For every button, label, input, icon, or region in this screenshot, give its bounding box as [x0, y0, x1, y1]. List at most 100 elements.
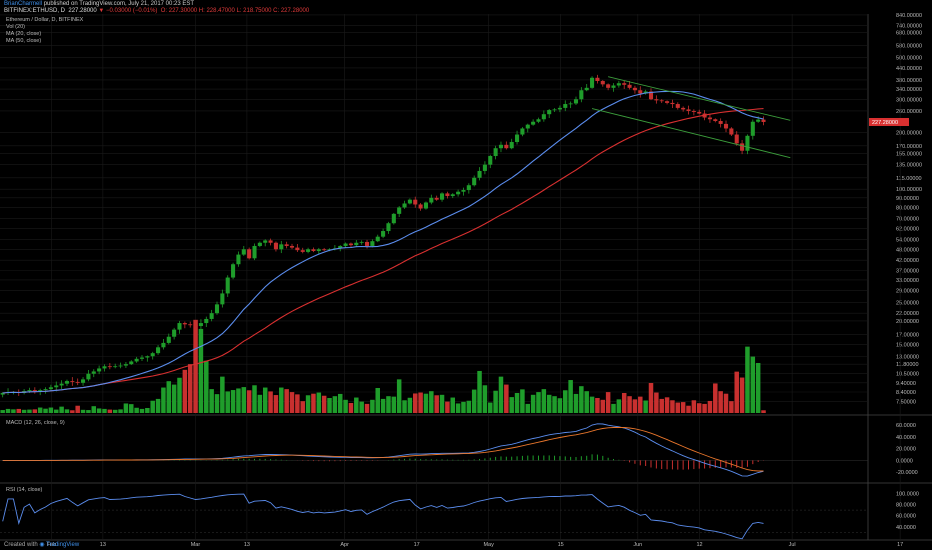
price-axis-label: 340.00000: [896, 87, 922, 93]
price-axis-label: 300.00000: [896, 97, 922, 103]
volume-bar: [761, 410, 766, 413]
price-axis-label: 500.00000: [896, 55, 922, 61]
candle-body: [386, 223, 391, 232]
candle-body: [263, 240, 268, 243]
candle-body: [729, 128, 734, 135]
candle-body: [423, 202, 428, 209]
volume-bar: [750, 356, 756, 413]
symbol-name[interactable]: BITFINEX:ETHUSD, D: [4, 8, 66, 14]
candle-body: [756, 119, 761, 122]
volume-bar: [241, 387, 247, 413]
price-axis-label: 380.00000: [896, 78, 922, 84]
candle-body: [648, 91, 654, 100]
volume-bar: [134, 407, 139, 413]
volume-bar: [193, 319, 198, 413]
candle-body: [397, 207, 402, 214]
rsi-axis-label: 80.0000: [896, 503, 916, 509]
candle-body: [590, 77, 595, 88]
candle-body: [231, 264, 236, 278]
candle-body: [482, 164, 487, 171]
candle-body: [515, 134, 520, 143]
price-axis-label: 11.80000: [896, 362, 919, 368]
candle-body: [520, 128, 525, 135]
volume-bar: [552, 396, 557, 413]
volume-bar: [461, 401, 466, 413]
rsi-legend[interactable]: RSI (14, close): [6, 487, 43, 493]
candle-body: [391, 213, 396, 224]
price-axis-label: 155.00000: [896, 151, 922, 157]
published-text: published on TradingView.com, July 21, 2…: [43, 1, 195, 7]
price-axis-label: 840.00000: [896, 13, 922, 19]
price-axis-label: 33.00000: [896, 278, 919, 284]
price-axis-label: 22.00000: [896, 311, 919, 317]
price-axis-label: 13.00000: [896, 354, 919, 360]
rsi-axis-label: 40.0000: [896, 525, 916, 531]
price-axis-label: 260.00000: [896, 109, 922, 115]
price-axis-label: 200.00000: [896, 130, 922, 136]
candle-body: [209, 313, 214, 319]
candle-body: [627, 84, 632, 88]
candle-body: [750, 121, 755, 136]
candle-body: [595, 77, 600, 81]
volume-bar: [246, 390, 252, 413]
price-axis-label: 740.00000: [896, 23, 922, 29]
candle-body: [632, 87, 637, 91]
legend-ma20[interactable]: MA (20, close): [6, 31, 42, 37]
author-link[interactable]: BrianCharmell: [4, 1, 43, 7]
volume-bar: [70, 410, 75, 413]
candle-body: [220, 293, 225, 305]
macd-axis-label: -20.0000: [896, 470, 918, 476]
volume-bar: [573, 393, 579, 413]
volume-bar: [209, 389, 214, 413]
candle-body: [214, 304, 220, 314]
tradingview-link[interactable]: TradingView: [46, 542, 80, 548]
volume-bar: [493, 390, 498, 413]
volume-bar: [659, 398, 664, 413]
volume-bar: [557, 398, 563, 413]
time-axis-label: 17: [414, 542, 420, 548]
ohlc-values: O: 227.30000 H: 228.47000 L: 218.75000 C…: [160, 8, 310, 14]
candle-body: [429, 197, 434, 203]
candle-body: [295, 247, 300, 251]
volume-bar: [204, 360, 209, 413]
candle-body: [86, 373, 91, 380]
legend-volume[interactable]: Vol (20): [6, 24, 25, 30]
candle-body: [359, 241, 364, 243]
candle-body: [557, 107, 562, 110]
volume-bar: [386, 396, 391, 413]
volume-bar: [525, 403, 531, 413]
volume-bar: [145, 408, 150, 413]
volume-bar: [632, 399, 638, 413]
price-axis-label: 680.00000: [896, 30, 922, 36]
time-axis-label: Jul: [789, 542, 796, 548]
volume-bar: [643, 400, 648, 413]
candle-body: [166, 336, 171, 343]
candle-body: [509, 142, 514, 149]
volume-bar: [654, 392, 659, 413]
candle-body: [525, 124, 530, 129]
channel-upper-line: [608, 76, 791, 121]
volume-bar: [187, 364, 193, 413]
volume-bar: [236, 388, 241, 413]
price-axis-label: 80.00000: [896, 205, 919, 211]
volume-bar: [696, 403, 702, 413]
volume-bar: [434, 395, 439, 413]
macd-legend[interactable]: MACD (12, 26, close, 9): [6, 420, 65, 426]
candle-body: [27, 390, 32, 392]
volume-bar: [75, 405, 80, 413]
legend-ma50[interactable]: MA (50, close): [6, 38, 42, 44]
candle-body: [584, 87, 589, 91]
price-axis-label: 9.40000: [896, 381, 916, 387]
candle-body: [198, 323, 203, 327]
volume-bar: [466, 400, 472, 413]
candle-body: [686, 109, 691, 111]
price-axis-label: 25.00000: [896, 301, 919, 307]
candle-body: [123, 364, 128, 366]
volume-bar: [488, 402, 493, 413]
candle-body: [418, 204, 423, 209]
candle-body: [734, 134, 739, 144]
ma20-line: [2, 90, 764, 394]
legend-title[interactable]: Ethereum / Dollar, D, BITFINEX: [6, 17, 84, 23]
channel-lower-line: [591, 108, 791, 159]
